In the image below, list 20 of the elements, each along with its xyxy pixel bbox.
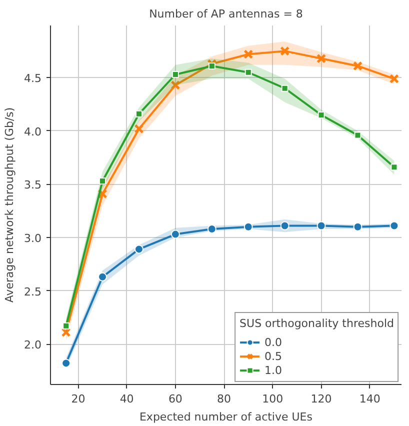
x-tick-label: 100 — [262, 392, 284, 406]
chart-title: Number of AP antennas = 8 — [149, 8, 303, 20]
x-tick-label: 60 — [168, 392, 182, 406]
y-tick-label: 2.0 — [24, 338, 42, 352]
y-axis-title: Average network throughput (Gb/s) — [3, 107, 16, 303]
x-tick-label: 120 — [310, 392, 332, 406]
legend-label: 0.0 — [264, 335, 284, 349]
y-tick-label: 2.5 — [24, 285, 42, 298]
x-tick-label: 80 — [217, 392, 232, 406]
y-tick-label: 4.5 — [24, 72, 42, 86]
y-tick-label: 3.0 — [24, 232, 42, 245]
x-tick-label: 40 — [120, 392, 134, 406]
x-tick-label: 20 — [71, 392, 86, 406]
x-tick-label: 140 — [359, 392, 380, 406]
y-tick-label: 4.0 — [24, 125, 42, 138]
legend-label: 1.0 — [264, 363, 284, 377]
x-axis-title: Expected number of active UEs — [139, 410, 313, 424]
legend-label: 0.5 — [264, 349, 284, 363]
y-tick-label: 3.5 — [24, 178, 42, 192]
legend-title: SUS orthogonality threshold — [240, 317, 394, 330]
